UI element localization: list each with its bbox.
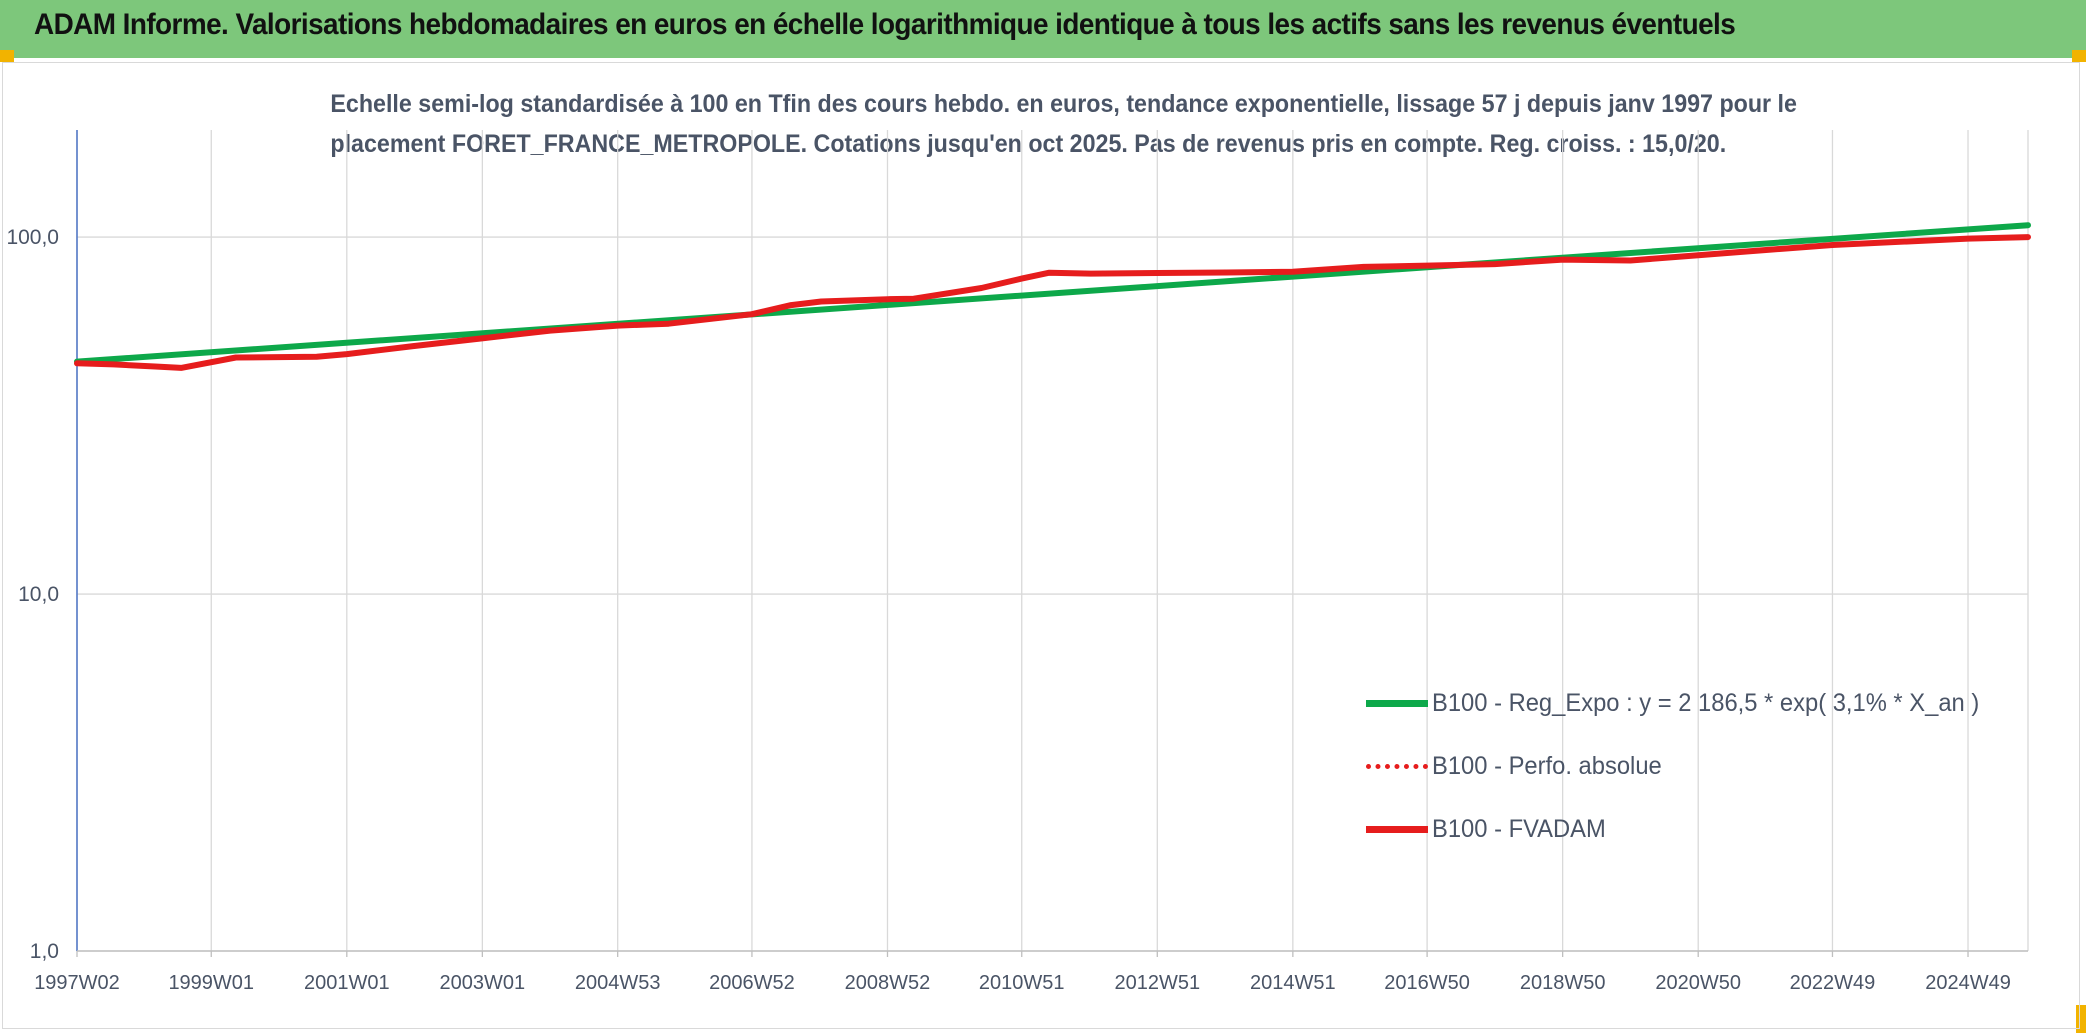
chart-title-line-1: Echelle semi-log standardisée à 100 en T… [330, 90, 1797, 118]
x-tick-label: 2006W52 [709, 972, 795, 994]
x-tick-label: 2016W50 [1384, 972, 1470, 994]
corner-accent-top-left [0, 50, 14, 62]
chart-title: Echelle semi-log standardisée à 100 en T… [330, 84, 1797, 164]
x-tick-label: 2020W50 [1655, 972, 1741, 994]
x-tick-label: 2004W53 [575, 972, 661, 994]
x-tick-label: 2008W52 [845, 972, 931, 994]
legend: B100 - Reg_Expo : y = 2 186,5 * exp( 3,1… [1366, 688, 2008, 877]
series-line-fvadam [74, 234, 2031, 371]
legend-item-reg-expo: B100 - Reg_Expo : y = 2 186,5 * exp( 3,1… [1366, 688, 2008, 751]
x-tick-label: 2022W49 [1790, 972, 1876, 994]
series-line-reg-expo [74, 222, 2031, 365]
x-tick-label: 2018W50 [1520, 972, 1606, 994]
corner-accent-bottom-right [2076, 1005, 2086, 1033]
series-line-perf-absolue [75, 235, 2030, 370]
x-tick-label: 1997W02 [34, 972, 120, 994]
x-tick-label: 2024W49 [1925, 972, 2011, 994]
banner-title: ADAM Informe. Valorisations hebdomadaire… [34, 8, 1736, 41]
x-tick-label: 2001W01 [304, 972, 390, 994]
chart-frame [2, 62, 2080, 1029]
legend-label-perf-absolue: B100 - Perfo. absolue [1432, 751, 1662, 780]
y-tick-label: 100,0 [6, 226, 59, 249]
legend-label-reg-expo: B100 - Reg_Expo : y = 2 186,5 * exp( 3,1… [1432, 688, 1980, 717]
x-tick-label: 2003W01 [440, 972, 526, 994]
x-tick-label: 1999W01 [168, 972, 254, 994]
legend-swatch-reg-expo [1366, 699, 1428, 707]
y-tick-label: 10,0 [18, 583, 59, 606]
top-banner: ADAM Informe. Valorisations hebdomadaire… [0, 0, 2086, 58]
x-tick-label: 2010W51 [979, 972, 1065, 994]
legend-label-fvadam: B100 - FVADAM [1432, 814, 1606, 843]
chart-title-line-2: placement FORET_FRANCE_METROPOLE. Cotati… [330, 130, 1727, 158]
legend-swatch-perf-absolue [1366, 763, 1428, 769]
legend-item-fvadam: B100 - FVADAM [1366, 814, 2008, 877]
legend-swatch-fvadam [1366, 825, 1428, 833]
x-tick-label: 2012W51 [1114, 972, 1200, 994]
y-tick-label: 1,0 [30, 940, 59, 963]
corner-accent-top-right [2072, 50, 2086, 62]
legend-item-perf-absolue: B100 - Perfo. absolue [1366, 751, 2008, 814]
x-tick-label: 2014W51 [1250, 972, 1336, 994]
